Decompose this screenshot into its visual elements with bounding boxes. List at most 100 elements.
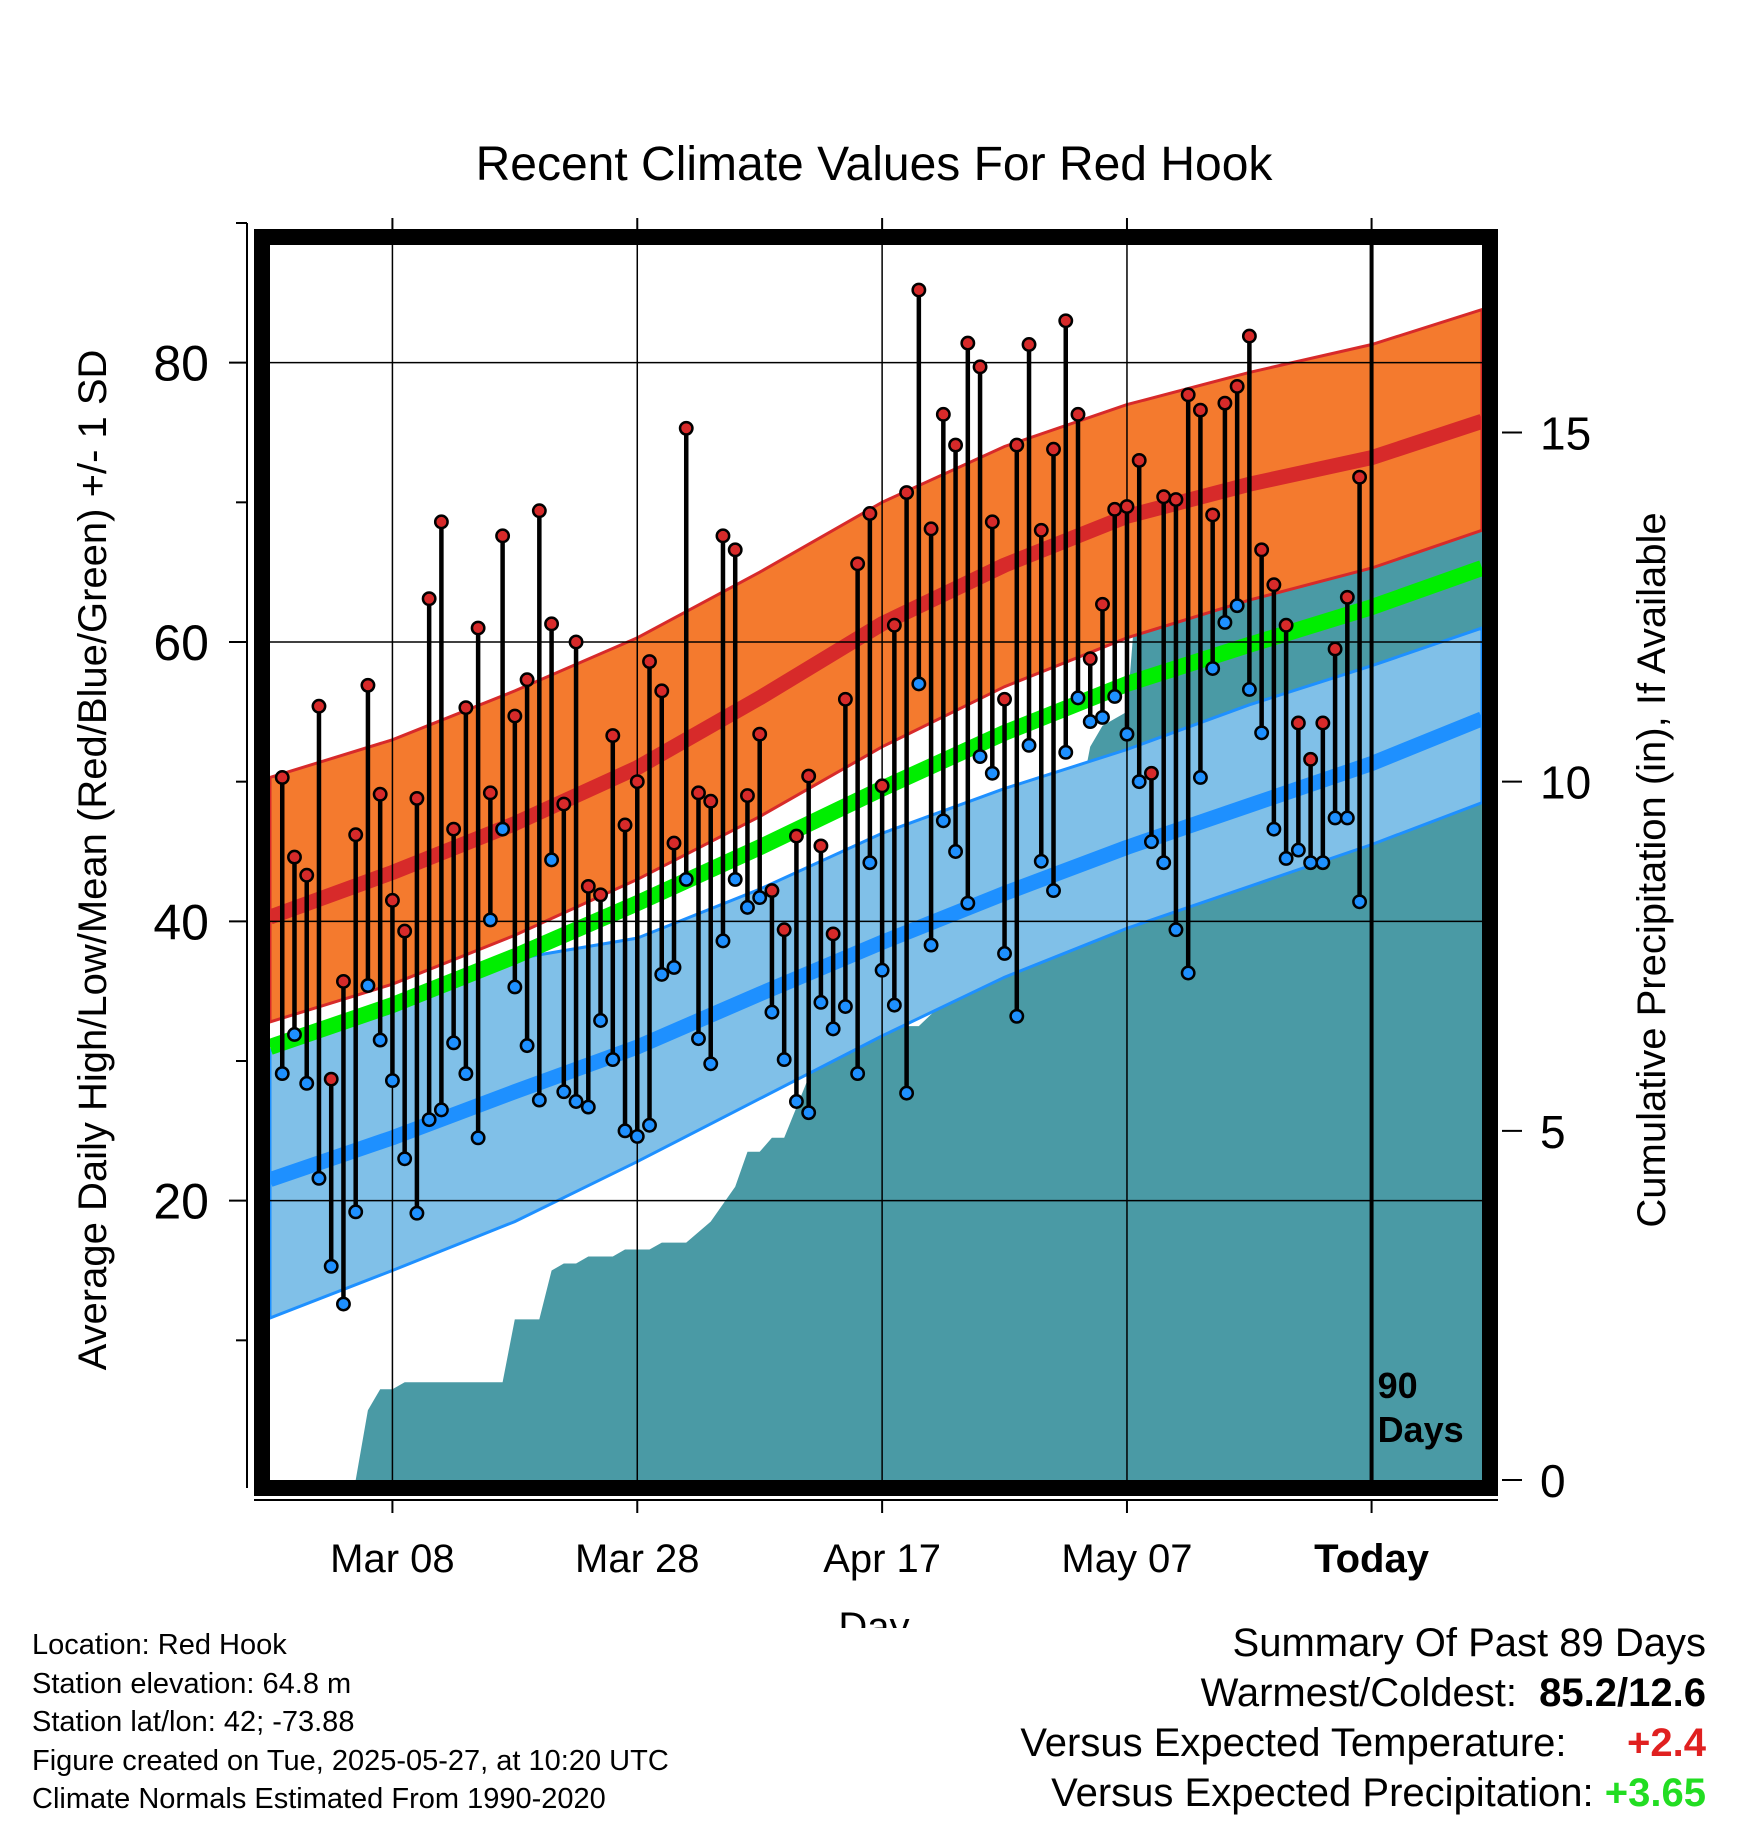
observed-high-point — [1021, 337, 1037, 352]
observed-high-point — [886, 617, 902, 633]
observed-high-point — [850, 556, 866, 572]
observed-low-point — [837, 999, 853, 1014]
precipitation-anomaly-value: +3.65 — [1604, 1771, 1706, 1815]
observed-high-point — [935, 406, 951, 422]
observed-high-point — [666, 835, 682, 851]
observed-low-point — [776, 1052, 792, 1068]
observed-low-point — [1266, 821, 1282, 837]
observed-high-point — [874, 778, 890, 794]
observed-high-point — [617, 817, 633, 833]
observed-low-point — [850, 1066, 866, 1082]
observed-low-point — [1070, 690, 1086, 706]
observed-low-point — [1241, 682, 1257, 697]
observed-low-point — [617, 1123, 633, 1139]
observed-low-point — [727, 871, 743, 887]
observed-low-point — [1144, 834, 1159, 850]
observed-high-point — [556, 796, 572, 812]
observed-low-point — [1131, 774, 1147, 790]
observed-high-point — [1156, 489, 1172, 505]
y-axis-label: Average Daily High/Low/Mean (Red/Blue/Gr… — [71, 350, 115, 1371]
observed-low-point — [1119, 726, 1135, 742]
observed-low-point — [1180, 965, 1196, 981]
observed-low-point — [948, 844, 964, 859]
observed-high-point — [703, 793, 719, 809]
location-text: Location: Red Hook — [32, 1629, 287, 1661]
observed-high-point — [1082, 651, 1098, 667]
observed-high-point — [593, 887, 608, 903]
x-tick-label: Apr 17 — [823, 1537, 941, 1581]
observed-low-point — [323, 1258, 339, 1274]
observed-high-point — [948, 437, 964, 453]
observed-low-point — [482, 912, 498, 928]
observed-low-point — [299, 1075, 315, 1091]
observed-high-point — [1095, 596, 1110, 612]
observed-high-point — [678, 420, 694, 436]
observed-low-point — [519, 1038, 535, 1054]
observed-low-point — [470, 1130, 486, 1146]
observed-high-point — [531, 503, 547, 519]
observed-high-point — [1241, 328, 1257, 344]
observed-high-point — [433, 514, 449, 530]
observed-low-point — [421, 1112, 437, 1128]
observed-high-point — [727, 542, 743, 558]
observed-high-point — [1009, 437, 1025, 453]
normals-text: Climate Normals Estimated From 1990-2020 — [32, 1783, 606, 1815]
chart-title: Recent Climate Values For Red Hook — [476, 138, 1274, 191]
observed-low-point — [1033, 853, 1049, 869]
observed-low-point — [642, 1117, 657, 1133]
observed-low-point — [1339, 810, 1355, 826]
observed-high-point — [1290, 715, 1306, 731]
y-tick-label: 60 — [153, 615, 209, 671]
observed-low-point — [666, 959, 682, 975]
observed-low-point — [568, 1094, 584, 1109]
observed-low-point — [874, 962, 890, 978]
plot-area — [270, 245, 1482, 1480]
observed-low-point — [960, 895, 976, 911]
observed-high-point — [384, 892, 400, 908]
observed-low-point — [911, 676, 927, 692]
observed-high-point — [1070, 406, 1086, 422]
latlon-text: Station lat/lon: 42; -73.88 — [32, 1706, 355, 1738]
observed-high-point — [1144, 765, 1159, 781]
observed-low-point — [605, 1052, 621, 1068]
observed-low-point — [409, 1205, 425, 1221]
observed-low-point — [1009, 1008, 1025, 1024]
observed-high-point — [348, 827, 364, 843]
observed-low-point — [1254, 725, 1270, 741]
warmest-coldest-row: Warmest/Coldest: 85.2/12.6 — [1020, 1668, 1706, 1718]
observed-high-point — [1327, 641, 1343, 657]
observed-high-point — [1033, 522, 1049, 538]
observed-low-point — [886, 997, 902, 1013]
observed-high-point — [997, 691, 1012, 707]
observed-high-point — [1180, 387, 1196, 403]
observed-low-point — [580, 1099, 596, 1115]
observed-low-point — [348, 1204, 364, 1220]
observed-low-point — [495, 821, 511, 837]
observed-high-point — [544, 616, 560, 632]
observed-low-point — [935, 813, 951, 829]
observed-high-point — [1352, 469, 1368, 485]
observed-low-point — [1168, 922, 1184, 938]
created-text: Figure created on Tue, 2025-05-27, at 10… — [32, 1744, 669, 1777]
observed-low-point — [1205, 661, 1221, 676]
observed-low-point — [788, 1094, 804, 1109]
observed-low-point — [752, 890, 768, 906]
observed-low-point — [825, 1021, 841, 1037]
observed-low-point — [764, 1004, 780, 1020]
observed-high-point — [360, 677, 376, 693]
observed-high-point — [1205, 507, 1221, 523]
observed-high-point — [1278, 617, 1294, 633]
observed-high-point — [642, 654, 657, 670]
observed-high-point — [1315, 715, 1331, 731]
observed-high-point — [899, 485, 915, 501]
observed-low-point — [1315, 855, 1331, 871]
observed-high-point — [409, 790, 425, 806]
observed-low-point — [1290, 842, 1306, 858]
observed-low-point — [972, 749, 988, 764]
observed-low-point — [703, 1056, 719, 1072]
observed-high-point — [1046, 441, 1061, 457]
observed-low-point — [274, 1066, 290, 1082]
observed-low-point — [1021, 737, 1037, 753]
x-tick-label: May 07 — [1061, 1537, 1192, 1581]
